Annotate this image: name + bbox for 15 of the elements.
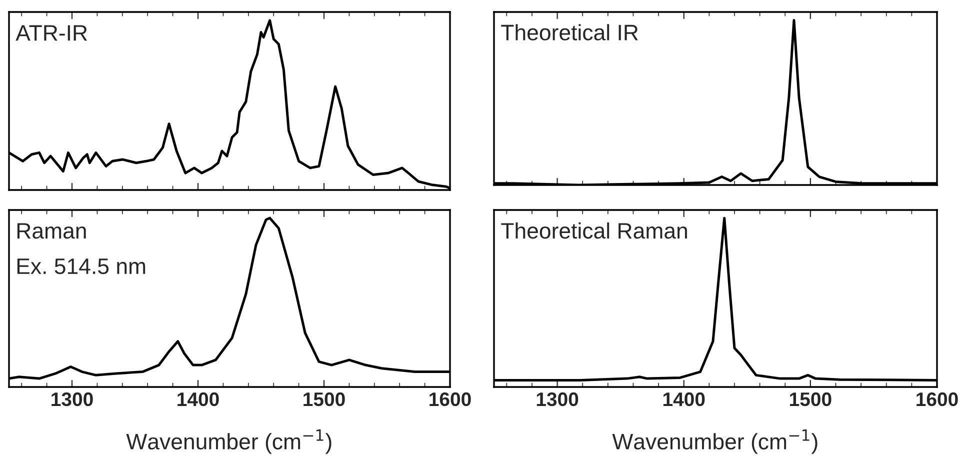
x-axis-title: Wavenumber (cm$^{−1}$)	[612, 429, 818, 454]
x-tick-label: 1600	[916, 392, 958, 406]
x-tick-label: 1300	[536, 392, 578, 406]
x-tick-label: 1600	[430, 392, 471, 406]
x-tick-label: 1300	[52, 392, 93, 406]
annotation: Ex. 514.5 nm	[17, 258, 146, 274]
annotation: Theoretical Raman	[501, 222, 687, 239]
annotation: Raman	[17, 223, 86, 239]
x-tick-label: 1500	[304, 392, 345, 406]
x-axis-title: Wavenumber (cm$^{−1}$)	[126, 429, 332, 454]
x-tick-label: 1400	[178, 392, 219, 406]
x-tick-label: 1500	[790, 392, 832, 406]
annotation: ATR-IR	[16, 25, 88, 41]
annotation: Theoretical IR	[501, 24, 638, 40]
x-tick-label: 1400	[663, 392, 705, 406]
